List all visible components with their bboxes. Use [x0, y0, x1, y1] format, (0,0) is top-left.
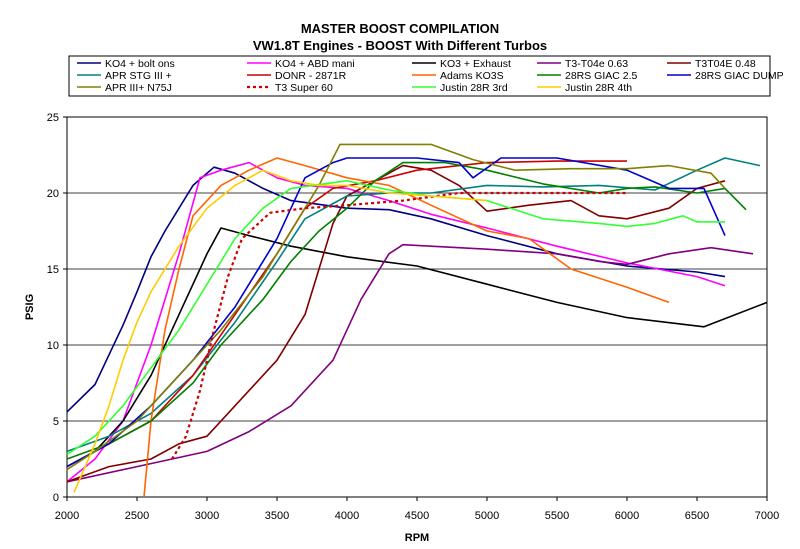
legend-label-4: T3T04E 0.48 — [695, 58, 756, 70]
series-line-7 — [143, 157, 670, 498]
legend-label-7: Adams KO3S — [440, 70, 504, 82]
x-tick-label-10: 7000 — [755, 510, 779, 522]
legend-label-6: DONR - 2871R — [275, 70, 347, 82]
x-tick-label-5: 4500 — [405, 510, 429, 522]
x-tick-label-9: 6500 — [685, 510, 709, 522]
x-tick-label-1: 2500 — [125, 510, 149, 522]
legend-label-9: 28RS GIAC DUMP — [695, 70, 784, 82]
y-tick-label-5: 25 — [47, 112, 59, 124]
legend-label-10: APR III+ N75J — [105, 82, 172, 94]
x-axis-label: RPM — [405, 532, 429, 544]
legend-label-13: Justin 28R 4th — [565, 82, 632, 94]
series-line-12 — [66, 180, 725, 456]
legend-label-12: Justin 28R 3rd — [440, 82, 508, 94]
y-axis-label: PSIG — [24, 294, 36, 320]
x-tick-label-6: 5000 — [475, 510, 499, 522]
x-tick-label-7: 5500 — [545, 510, 569, 522]
legend-label-11: T3 Super 60 — [275, 82, 333, 94]
y-tick-label-0: 0 — [53, 492, 59, 504]
x-axis: 2000 2500 3000 3500 4000 4500 5000 5500 6000 6500… — [55, 497, 779, 522]
legend-label-3: T3-T04e 0.63 — [565, 58, 628, 70]
series-line-8 — [66, 161, 747, 460]
series-line-11 — [171, 191, 627, 460]
series-line-13 — [73, 169, 488, 493]
x-tick-label-8: 6000 — [615, 510, 639, 522]
y-axis: 0 5 10 15 20 25 — [47, 112, 67, 504]
x-tick-label-4: 4000 — [335, 510, 359, 522]
chart-title: MASTER BOOST COMPILATION — [301, 21, 499, 36]
legend-label-2: KO3 + Exhaust — [440, 58, 511, 70]
series-line-10 — [66, 143, 726, 471]
legend-label-1: KO4 + ABD mani — [275, 58, 355, 70]
legend-label-0: KO4 + bolt ons — [105, 58, 175, 70]
y-tick-label-3: 15 — [47, 264, 59, 276]
chart-subtitle: VW1.8T Engines - BOOST With Different Tu… — [253, 38, 547, 53]
y-tick-label-1: 5 — [53, 416, 59, 428]
y-tick-label-4: 20 — [47, 188, 59, 200]
y-tick-label-2: 10 — [47, 340, 59, 352]
x-tick-label-2: 3000 — [195, 510, 219, 522]
series-line-4 — [66, 164, 726, 483]
x-tick-label-3: 3500 — [265, 510, 289, 522]
legend: KO4 + bolt ons KO4 + ABD mani KO3 + Exhaus… — [77, 58, 784, 94]
series-lines — [66, 143, 768, 498]
series-line-2 — [66, 227, 768, 468]
x-tick-label-0: 2000 — [55, 510, 79, 522]
legend-label-8: 28RS GIAC 2.5 — [565, 70, 638, 82]
legend-label-5: APR STG III + — [105, 70, 172, 82]
series-line-3 — [66, 243, 754, 483]
